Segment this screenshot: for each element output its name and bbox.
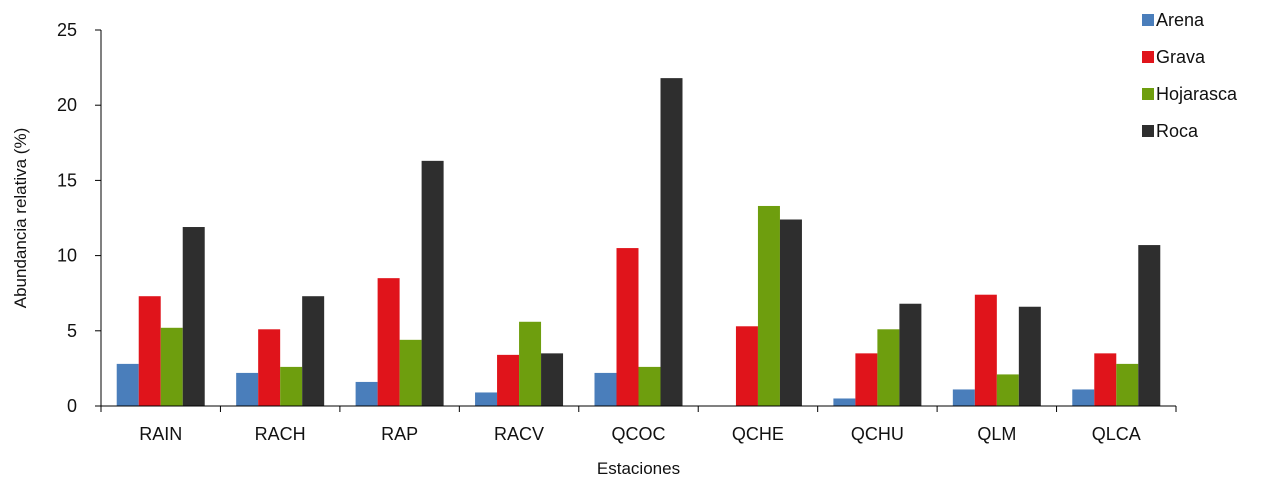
y-tick-label: 10 (57, 246, 77, 266)
bar-arena-qlm (952, 389, 975, 406)
bar-hojarasca-qche (757, 205, 780, 406)
legend-label-hojarasca: Hojarasca (1156, 84, 1238, 104)
bar-hojarasca-qlm (996, 374, 1019, 406)
x-axis-title: Estaciones (597, 459, 680, 478)
x-tick-label: RAP (381, 424, 418, 444)
x-tick-label: RAIN (139, 424, 182, 444)
y-tick-label: 20 (57, 95, 77, 115)
bar-hojarasca-rain (160, 327, 183, 406)
bar-grava-qcoc (616, 248, 639, 406)
bar-grava-rach (258, 329, 281, 406)
legend-swatch-grava (1142, 51, 1154, 63)
x-tick-label: RACV (494, 424, 544, 444)
bar-roca-rain (182, 227, 205, 406)
bar-arena-rach (236, 372, 259, 406)
y-axis-title: Abundancia relativa (%) (11, 128, 30, 308)
x-tick-label: QLCA (1092, 424, 1141, 444)
legend-label-grava: Grava (1156, 47, 1206, 67)
bar-hojarasca-qcoc (638, 366, 661, 406)
x-tick-label: QLM (977, 424, 1016, 444)
legend: Arena Grava Hojarasca Roca (1142, 10, 1238, 141)
bar-grava-qlca (1094, 353, 1117, 406)
bar-arena-qlca (1072, 389, 1095, 406)
x-tick-label: QCOC (612, 424, 666, 444)
bar-grava-rap (377, 278, 400, 406)
legend-swatch-arena (1142, 14, 1154, 26)
bar-hojarasca-rach (280, 366, 303, 406)
bar-roca-qche (779, 219, 802, 406)
bar-arena-racv (475, 392, 498, 406)
bar-roca-rach (302, 296, 325, 406)
x-tick-label: QCHE (732, 424, 784, 444)
bar-hojarasca-qchu (877, 329, 900, 406)
y-tick-label: 15 (57, 170, 77, 190)
bar-grava-rain (138, 296, 161, 406)
x-tick-label: QCHU (851, 424, 904, 444)
x-tick-label: RACH (255, 424, 306, 444)
bar-hojarasca-qlca (1116, 363, 1139, 406)
bar-arena-qcoc (594, 372, 617, 406)
bar-roca-rap (421, 160, 444, 406)
bar-grava-racv (497, 354, 520, 406)
bar-grava-qche (735, 326, 758, 406)
bar-roca-qlm (1018, 306, 1041, 406)
bar-grava-qchu (855, 353, 878, 406)
bar-roca-qchu (899, 303, 922, 406)
bar-grava-qlm (974, 294, 997, 406)
bar-hojarasca-racv (519, 321, 542, 406)
bar-arena-rain (116, 363, 139, 406)
legend-label-roca: Roca (1156, 121, 1199, 141)
y-tick-label: 25 (57, 20, 77, 40)
bar-roca-racv (541, 353, 564, 406)
legend-swatch-roca (1142, 125, 1154, 137)
x-ticks-group: RAIN RACH RAP RACV QCOC QCHE QCHU QLM QLCA (100, 406, 1177, 444)
bar-roca-qlca (1138, 245, 1161, 406)
y-tick-label: 0 (67, 396, 77, 416)
bar-roca-qcoc (660, 78, 683, 407)
bar-hojarasca-rap (399, 339, 422, 406)
legend-label-arena: Arena (1156, 10, 1205, 30)
bar-arena-rap (355, 381, 378, 406)
y-ticks-group: 0 5 10 15 20 25 (57, 20, 101, 416)
y-tick-label: 5 (67, 321, 77, 341)
bar-arena-qchu (833, 398, 856, 406)
bars-group (116, 78, 1161, 407)
legend-swatch-hojarasca (1142, 88, 1154, 100)
